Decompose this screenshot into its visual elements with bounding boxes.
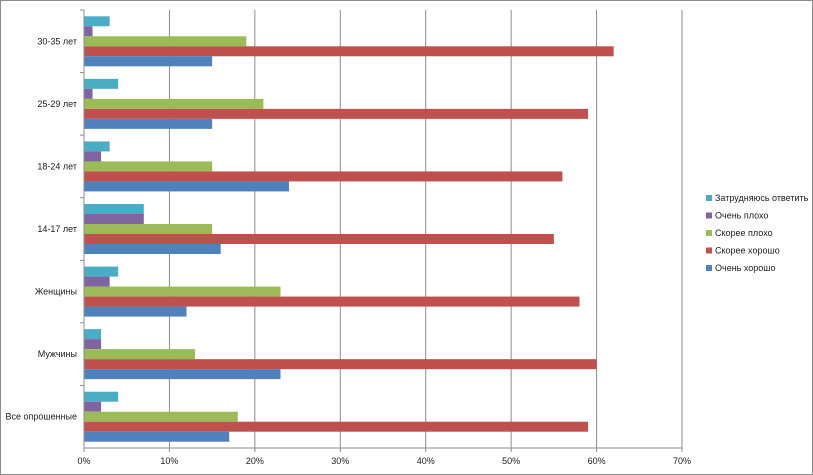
bar-скорее-хорошо-18-24-лет (84, 171, 563, 182)
bar-скорее-хорошо-мужчины (84, 359, 597, 370)
bar-скорее-плохо-женщины (84, 286, 281, 297)
x-tick-label: 0% (77, 456, 90, 466)
bar-затрудняюсь-ответить-18-24-лет (84, 141, 110, 152)
bar-скорее-плохо-30-35-лет (84, 36, 247, 47)
bar-затрудняюсь-ответить-30-35-лет (84, 16, 110, 27)
bar-очень-плохо-25-29-лет (84, 88, 93, 99)
bar-очень-хорошо-мужчины (84, 369, 281, 380)
bar-очень-хорошо-женщины (84, 306, 187, 317)
x-tick-label: 70% (673, 456, 691, 466)
category-label: 18-24 лет (37, 161, 77, 171)
bar-затрудняюсь-ответить-все-опрошенные (84, 391, 119, 402)
legend-label: Скорее хорошо (715, 246, 780, 256)
bar-затрудняюсь-ответить-25-29-лет (84, 78, 119, 89)
category-label: 30-35 лет (37, 36, 77, 46)
bar-скорее-хорошо-14-17-лет (84, 234, 554, 244)
bar-очень-хорошо-14-17-лет (84, 244, 221, 254)
category-label: 14-17 лет (37, 224, 77, 234)
legend: Затрудняюсь ответить Очень плохо Скорее пл… (706, 193, 809, 273)
bar-очень-плохо-мужчины (84, 339, 102, 350)
bar-скорее-хорошо-30-35-лет (84, 46, 614, 57)
bar-скорее-хорошо-25-29-лет (84, 108, 589, 119)
legend-swatch (706, 230, 712, 236)
legend-swatch (706, 212, 712, 219)
grid-lines (168, 10, 683, 448)
bar-очень-плохо-30-35-лет (84, 26, 93, 37)
bar-скорее-плохо-мужчины (84, 349, 196, 360)
bar-скорее-хорошо-все-опрошенные (84, 421, 589, 432)
bar-очень-плохо-18-24-лет (84, 151, 102, 162)
x-tick-label: 40% (417, 456, 435, 466)
bar-очень-хорошо-30-35-лет (84, 56, 213, 67)
bar-скорее-плохо-18-24-лет (84, 161, 213, 172)
x-tick-label: 30% (331, 456, 349, 466)
category-label: Женщины (35, 287, 77, 297)
bar-скорее-плохо-25-29-лет (84, 98, 264, 109)
bar-очень-плохо-женщины (84, 276, 110, 287)
axes (80, 9, 683, 452)
bar-затрудняюсь-ответить-мужчины (84, 329, 102, 340)
x-tick-label: 50% (502, 456, 520, 466)
legend-label: Очень хорошо (715, 263, 776, 273)
bar-затрудняюсь-ответить-14-17-лет (84, 204, 144, 214)
x-tick-labels: 0% 10% 20% 30% 40% 50% 60% 70% (77, 456, 691, 466)
legend-label: Скорее плохо (715, 228, 773, 238)
bar-очень-плохо-все-опрошенные (84, 401, 102, 412)
bar-очень-хорошо-25-29-лет (84, 118, 213, 129)
bar-очень-плохо-14-17-лет (84, 214, 144, 224)
legend-swatch (706, 195, 712, 201)
bar-скорее-хорошо-женщины (84, 296, 580, 307)
bar-очень-хорошо-все-опрошенные (84, 431, 230, 442)
legend-swatch (706, 265, 712, 271)
bar-скорее-плохо-все-опрошенные (84, 411, 238, 422)
legend-label: Затрудняюсь ответить (715, 193, 809, 203)
bar-очень-хорошо-18-24-лет (84, 181, 290, 192)
category-label: Все опрошенные (5, 412, 77, 422)
bar-затрудняюсь-ответить-женщины (84, 266, 119, 277)
category-label: 25-29 лет (37, 99, 77, 109)
category-labels: Все опрошенные Мужчины Женщины 14-17 лет 18-… (5, 36, 77, 421)
category-label: Мужчины (38, 349, 77, 359)
bar-скорее-плохо-14-17-лет (84, 224, 213, 234)
legend-label: Очень плохо (715, 211, 768, 221)
x-tick-label: 10% (160, 456, 178, 466)
bars (84, 16, 614, 442)
x-tick-label: 60% (588, 456, 606, 466)
x-tick-label: 20% (246, 456, 264, 466)
legend-swatch (706, 247, 712, 254)
